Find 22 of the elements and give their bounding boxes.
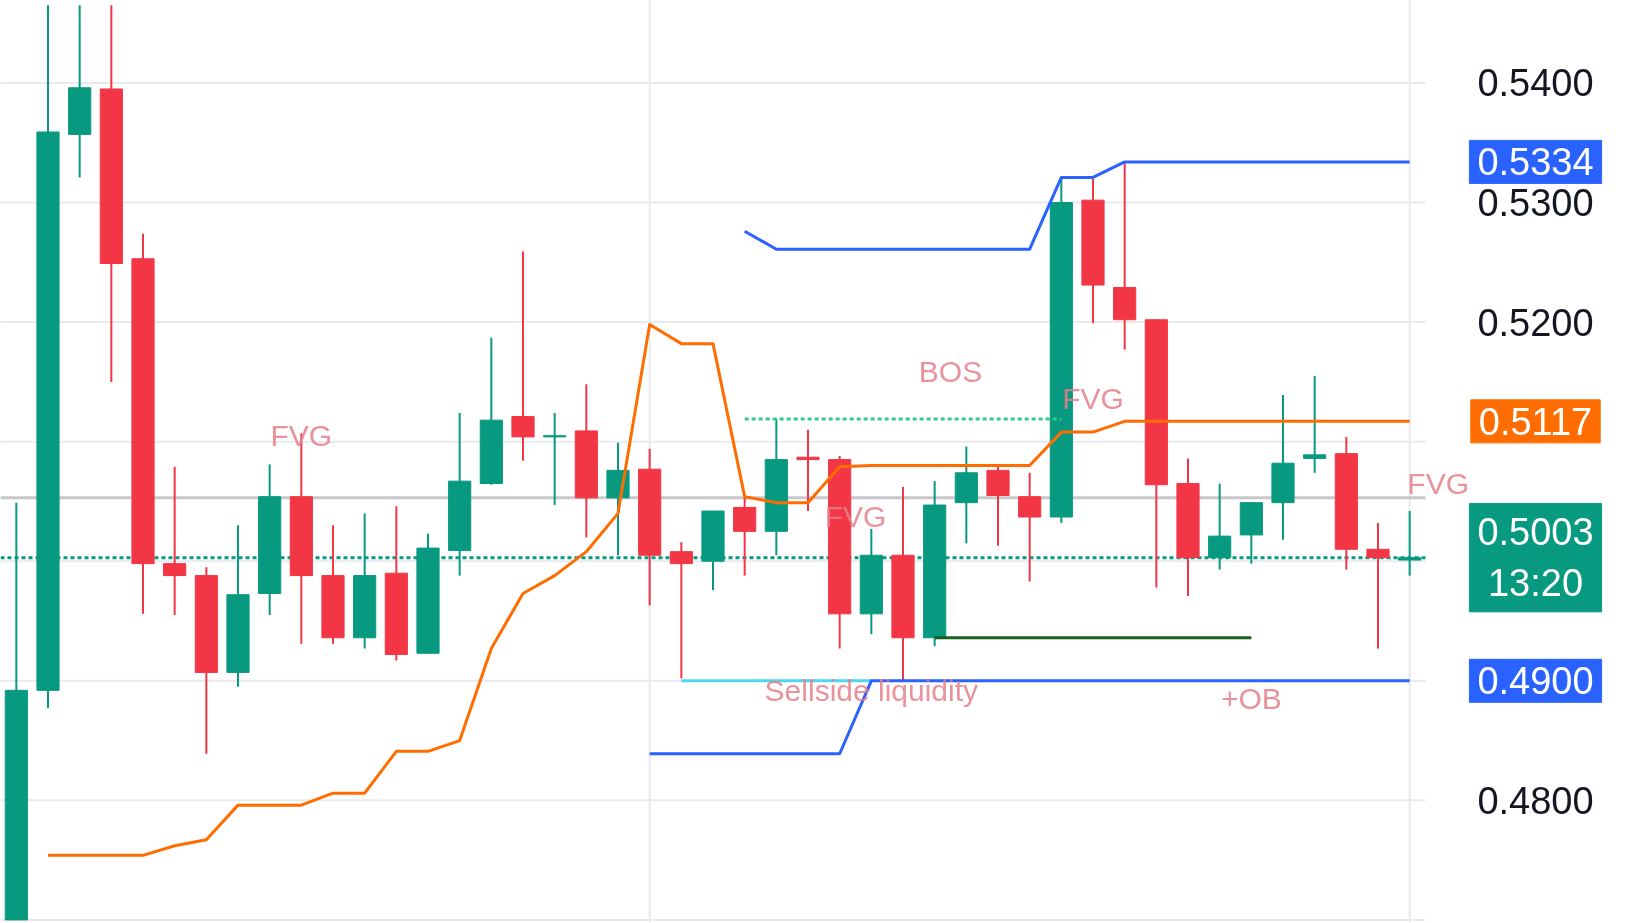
y-tick-label: 0.5300	[1477, 182, 1594, 225]
data-label: 0.5117	[1478, 400, 1593, 443]
y-tick-label: 0.5400	[1477, 62, 1594, 105]
y-tick-label: 0.4800	[1477, 779, 1594, 822]
ref-line-label: 0.5003 13:20	[1477, 511, 1594, 604]
line-series	[743, 160, 1412, 251]
candlestick	[796, 428, 820, 513]
annotation: +OB	[1220, 682, 1282, 716]
candlestick	[1303, 374, 1327, 474]
candlestick	[669, 541, 693, 680]
candlestick	[163, 465, 187, 617]
annotation: FVG	[1407, 467, 1469, 501]
data-label: 0.5334	[1477, 141, 1594, 184]
annotation: FVG	[270, 419, 333, 453]
candlestick	[1366, 521, 1390, 650]
candlestick	[543, 411, 567, 507]
candlestick	[733, 495, 757, 577]
data-label: 0.4900	[1477, 660, 1594, 703]
candlestick	[511, 250, 535, 462]
y-tick-label: 0.5200	[1477, 301, 1594, 344]
candlestick	[1018, 471, 1042, 583]
annotation: BOS	[918, 354, 983, 388]
